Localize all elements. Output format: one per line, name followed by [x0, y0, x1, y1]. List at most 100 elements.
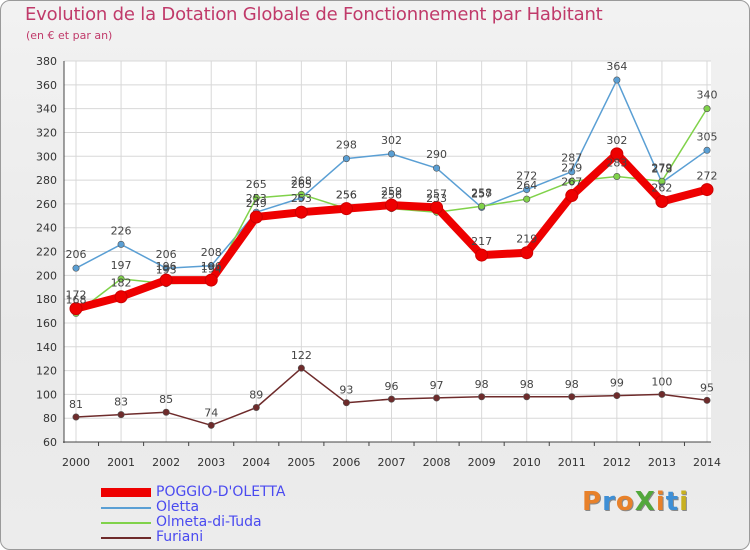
- data-label-2: 268: [291, 174, 312, 187]
- series-point-0: [159, 273, 173, 287]
- series-point-0: [249, 210, 263, 224]
- y-tick-label: 320: [36, 126, 57, 139]
- x-tick-label: 2014: [693, 456, 721, 469]
- data-label-2: 279: [651, 161, 672, 174]
- x-tick-label: 2011: [558, 456, 586, 469]
- series-point-0: [655, 194, 669, 208]
- x-tick-label: 2006: [332, 456, 360, 469]
- data-label-0: 257: [426, 187, 447, 200]
- series-point-3: [478, 393, 486, 401]
- data-label-1: 290: [426, 148, 447, 161]
- data-label-0: 182: [111, 277, 132, 290]
- series-point-3: [342, 399, 350, 407]
- data-label-1: 278: [651, 162, 672, 175]
- series-point-1: [117, 240, 125, 248]
- data-label-1: 364: [606, 60, 627, 73]
- series-point-0: [385, 198, 398, 212]
- x-tick-label: 2005: [287, 456, 315, 469]
- data-label-1: 206: [156, 248, 177, 261]
- data-label-3: 85: [159, 393, 173, 406]
- y-tick-label: 140: [36, 341, 57, 354]
- series-point-0: [69, 302, 83, 316]
- data-label-3: 81: [69, 398, 83, 411]
- y-tick-label: 200: [36, 269, 57, 282]
- y-tick-label: 180: [36, 293, 57, 306]
- series-point-2: [297, 190, 305, 198]
- legend-swatch-furiani: [101, 537, 151, 539]
- series-point-2: [117, 275, 125, 283]
- data-label-1: 302: [381, 134, 402, 147]
- data-label-1: 298: [336, 139, 357, 152]
- data-label-3: 74: [204, 406, 218, 419]
- data-label-2: 265: [246, 178, 267, 191]
- legend-label-furiani: Furiani: [156, 529, 204, 545]
- x-tick-label: 2009: [468, 456, 496, 469]
- series-point-3: [72, 413, 80, 421]
- series-point-0: [339, 202, 353, 216]
- series-point-3: [523, 393, 531, 401]
- x-tick-label: 2001: [107, 456, 135, 469]
- data-label-0: 267: [561, 176, 582, 189]
- x-tick-label: 2003: [197, 456, 225, 469]
- data-label-3: 95: [700, 381, 714, 394]
- series-point-3: [162, 408, 170, 416]
- series-point-3: [297, 364, 305, 372]
- series-point-1: [703, 146, 711, 154]
- series-point-0: [700, 183, 714, 197]
- series-point-1: [342, 155, 350, 163]
- data-label-2: 168: [66, 293, 87, 306]
- series-point-0: [565, 189, 579, 203]
- y-tick-label: 100: [36, 388, 57, 401]
- data-label-2: 283: [606, 156, 627, 169]
- legend-swatch-poggio: [101, 488, 151, 497]
- series-point-1: [568, 168, 576, 176]
- data-label-3: 93: [339, 384, 353, 397]
- series-point-0: [520, 246, 534, 260]
- data-label-0: 259: [381, 185, 402, 198]
- data-label-3: 83: [114, 396, 128, 409]
- series-point-0: [430, 200, 444, 214]
- series-point-3: [613, 392, 621, 400]
- y-tick-label: 380: [36, 55, 57, 68]
- series-point-1: [523, 186, 531, 194]
- chart-subtitle: (en € et par an): [26, 29, 113, 42]
- data-label-2: 193: [156, 264, 177, 277]
- data-label-3: 96: [385, 380, 399, 393]
- y-tick-label: 220: [36, 246, 57, 259]
- legend-swatch-oletta: [101, 507, 151, 509]
- series-point-3: [703, 396, 711, 404]
- data-label-0: 196: [156, 260, 177, 273]
- data-label-1: 208: [201, 246, 222, 259]
- x-tick-label: 2000: [62, 456, 90, 469]
- y-tick-label: 60: [43, 436, 57, 449]
- series-point-3: [207, 421, 215, 429]
- series-point-3: [117, 411, 125, 419]
- legend-label-oletta: Oletta: [156, 499, 200, 515]
- data-label-2: 258: [471, 186, 492, 199]
- series-point-3: [433, 394, 441, 402]
- y-tick-label: 120: [36, 365, 57, 378]
- data-label-2: 340: [697, 89, 718, 102]
- y-tick-label: 340: [36, 103, 57, 116]
- x-tick-label: 2008: [423, 456, 451, 469]
- x-tick-label: 2013: [648, 456, 676, 469]
- x-tick-label: 2007: [378, 456, 406, 469]
- x-tick-label: 2004: [242, 456, 270, 469]
- series-point-2: [252, 194, 260, 202]
- series-point-2: [568, 177, 576, 185]
- data-label-3: 98: [520, 378, 534, 391]
- x-tick-label: 2010: [513, 456, 541, 469]
- series-point-3: [387, 395, 395, 403]
- x-tick-label: 2002: [152, 456, 180, 469]
- series-point-0: [294, 205, 308, 219]
- data-label-0: 217: [471, 235, 492, 248]
- y-tick-label: 360: [36, 79, 57, 92]
- data-label-3: 100: [651, 375, 672, 388]
- data-label-0: 253: [291, 192, 312, 205]
- legend-label-poggio: POGGIO-D'OLETTA: [156, 484, 286, 500]
- y-tick-label: 240: [36, 222, 57, 235]
- data-label-2: 264: [516, 179, 537, 192]
- data-label-2: 279: [561, 161, 582, 174]
- series-point-1: [613, 76, 621, 84]
